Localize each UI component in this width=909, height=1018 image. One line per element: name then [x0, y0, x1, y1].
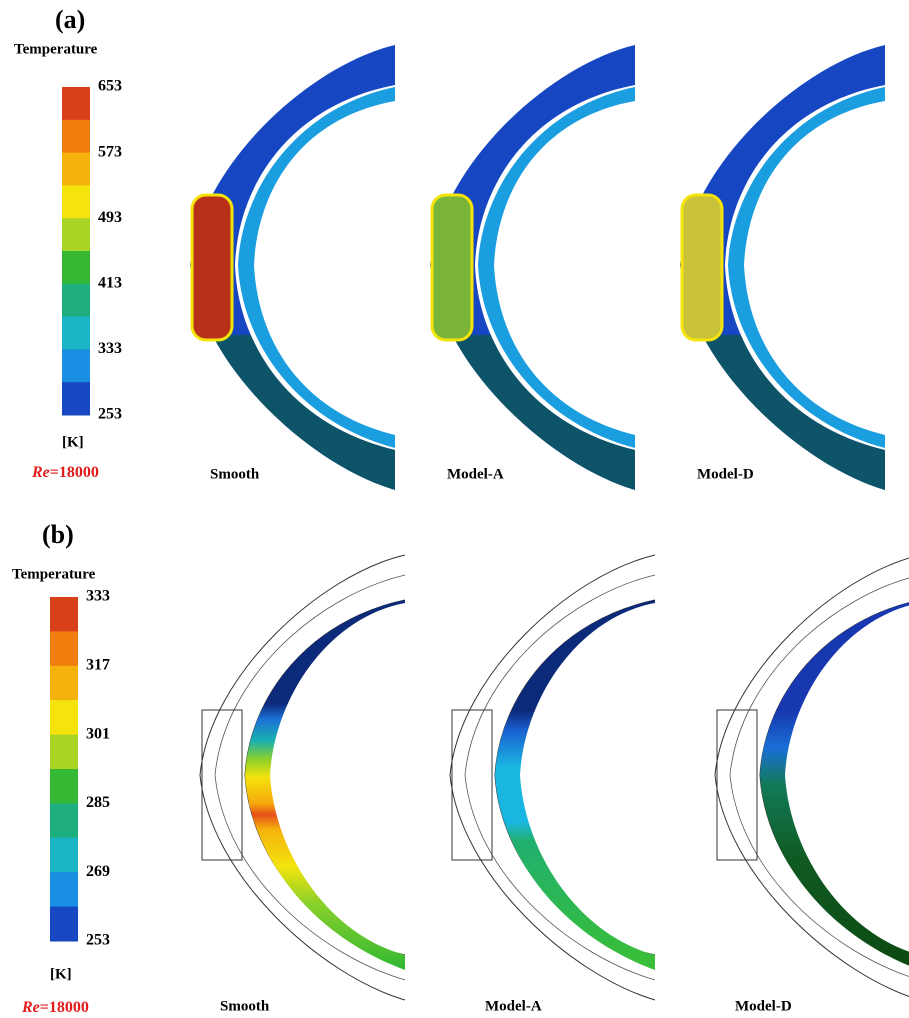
colorbar-band	[50, 769, 78, 804]
colorbar-band	[62, 185, 90, 218]
wireframe	[452, 710, 492, 860]
colorbar-tick-label: 301	[86, 725, 110, 742]
wireframe	[450, 555, 655, 1000]
caption: Model-A	[447, 466, 504, 482]
colorbar-band	[62, 87, 90, 120]
panel-label: (a)	[55, 5, 85, 34]
wireframe	[202, 710, 242, 860]
colorbar-band	[62, 382, 90, 415]
temperature-band	[495, 600, 655, 970]
colorbar-tick-label: 493	[98, 209, 122, 226]
temperature-band	[760, 600, 909, 970]
colorbar-band	[50, 597, 78, 632]
panel-a: (a) Temperature [K] Re=18000 653 573 493 41…	[14, 5, 885, 490]
colorbar-band	[50, 735, 78, 770]
wireframe	[215, 575, 405, 980]
wireframe	[715, 555, 909, 1000]
re-label: Re=18000	[21, 999, 89, 1016]
colorbar-tick-label: 285	[86, 794, 110, 811]
unit: [K]	[50, 966, 72, 982]
colorbar-tick-label: 253	[86, 932, 110, 949]
colorbar-tick-label: 653	[98, 78, 122, 95]
colorbar-tick-label: 333	[86, 588, 110, 605]
colorbar-band	[62, 218, 90, 251]
colorbar-band	[62, 153, 90, 186]
colorbar-tick-label: 333	[98, 340, 122, 357]
figure: (a) Temperature [K] Re=18000 653 573 493 41…	[0, 0, 909, 1018]
contour-plot	[190, 45, 395, 490]
colorbar-band	[50, 872, 78, 907]
wireframe	[200, 555, 405, 1000]
wireframe	[465, 575, 655, 980]
temperature-band	[245, 600, 405, 970]
colorbar-band	[62, 251, 90, 284]
colorbar-band	[50, 631, 78, 666]
colorbar-tick-label: 253	[98, 406, 122, 423]
colorbar-band	[50, 803, 78, 838]
colorbar-band	[62, 317, 90, 350]
colorbar-tick-label: 269	[86, 863, 110, 880]
contour-plot	[450, 555, 655, 1000]
caption: Model-D	[697, 466, 754, 482]
panel-b: (b) Temperature [K] Re=18000 333 317 301 28…	[12, 520, 909, 1016]
heated-pad	[432, 195, 472, 340]
contour-plot	[715, 555, 909, 1000]
caption: Model-D	[735, 998, 792, 1014]
colorbar-band	[62, 120, 90, 153]
caption: Model-A	[485, 998, 542, 1014]
colorbar-band	[50, 907, 78, 942]
colorbar-tick-label: 573	[98, 143, 122, 160]
colorbar-band	[50, 666, 78, 701]
contour-plot	[430, 45, 635, 490]
colorbar-band	[50, 838, 78, 873]
re-label: Re=18000	[31, 464, 99, 481]
contour-plot	[200, 555, 405, 1000]
legend-title: Temperature	[12, 566, 96, 582]
legend-title: Temperature	[14, 41, 98, 57]
contour-plot	[680, 45, 885, 490]
heated-pad	[682, 195, 722, 340]
wireframe	[717, 710, 757, 860]
colorbar-band	[50, 700, 78, 735]
colorbar-tick-label: 413	[98, 274, 122, 291]
colorbar-band	[62, 284, 90, 317]
colorbar-tick-label: 317	[86, 656, 110, 673]
colorbar-band	[62, 349, 90, 382]
unit: [K]	[62, 434, 84, 450]
caption: Smooth	[220, 998, 270, 1014]
caption: Smooth	[210, 466, 260, 482]
heated-pad	[192, 195, 232, 340]
panel-label: (b)	[42, 520, 74, 549]
